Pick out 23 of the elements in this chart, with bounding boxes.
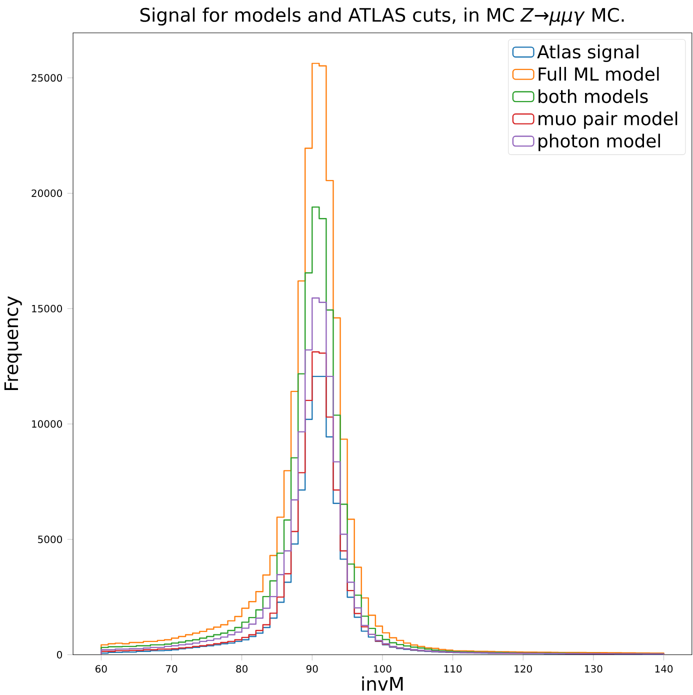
x-tick-label: 100	[374, 665, 392, 673]
legend-label: photon model	[538, 134, 660, 152]
y-tick-label: 5000	[38, 536, 62, 544]
x-tick-label: 130	[585, 665, 602, 673]
x-tick-label: 90	[306, 665, 318, 673]
x-tick-label: 70	[166, 665, 178, 673]
x-tick-label: 120	[514, 665, 532, 673]
y-tick-label: 0	[57, 650, 62, 658]
y-tick-label: 10000	[32, 420, 62, 428]
legend-label: Full ML model	[538, 66, 659, 81]
legend-label: both models	[538, 89, 648, 104]
x-tick-label: 60	[96, 665, 107, 673]
x-tick-label: 140	[655, 665, 673, 673]
x-axis-title: invM	[362, 676, 403, 691]
chart-title: Signal for models and ATLAS cuts, in MC Z→μμγ MC.	[140, 8, 624, 26]
y-tick-label: 20000	[32, 189, 62, 198]
legend-label: muo pair model	[538, 111, 678, 129]
y-tick-label: 15000	[32, 304, 62, 312]
x-tick-label: 80	[236, 665, 248, 673]
y-axis-title: Frequency	[4, 296, 22, 390]
legend-label: Atlas signal	[537, 44, 638, 62]
y-tick-label: 25000	[32, 74, 62, 82]
x-tick-label: 110	[444, 665, 462, 673]
